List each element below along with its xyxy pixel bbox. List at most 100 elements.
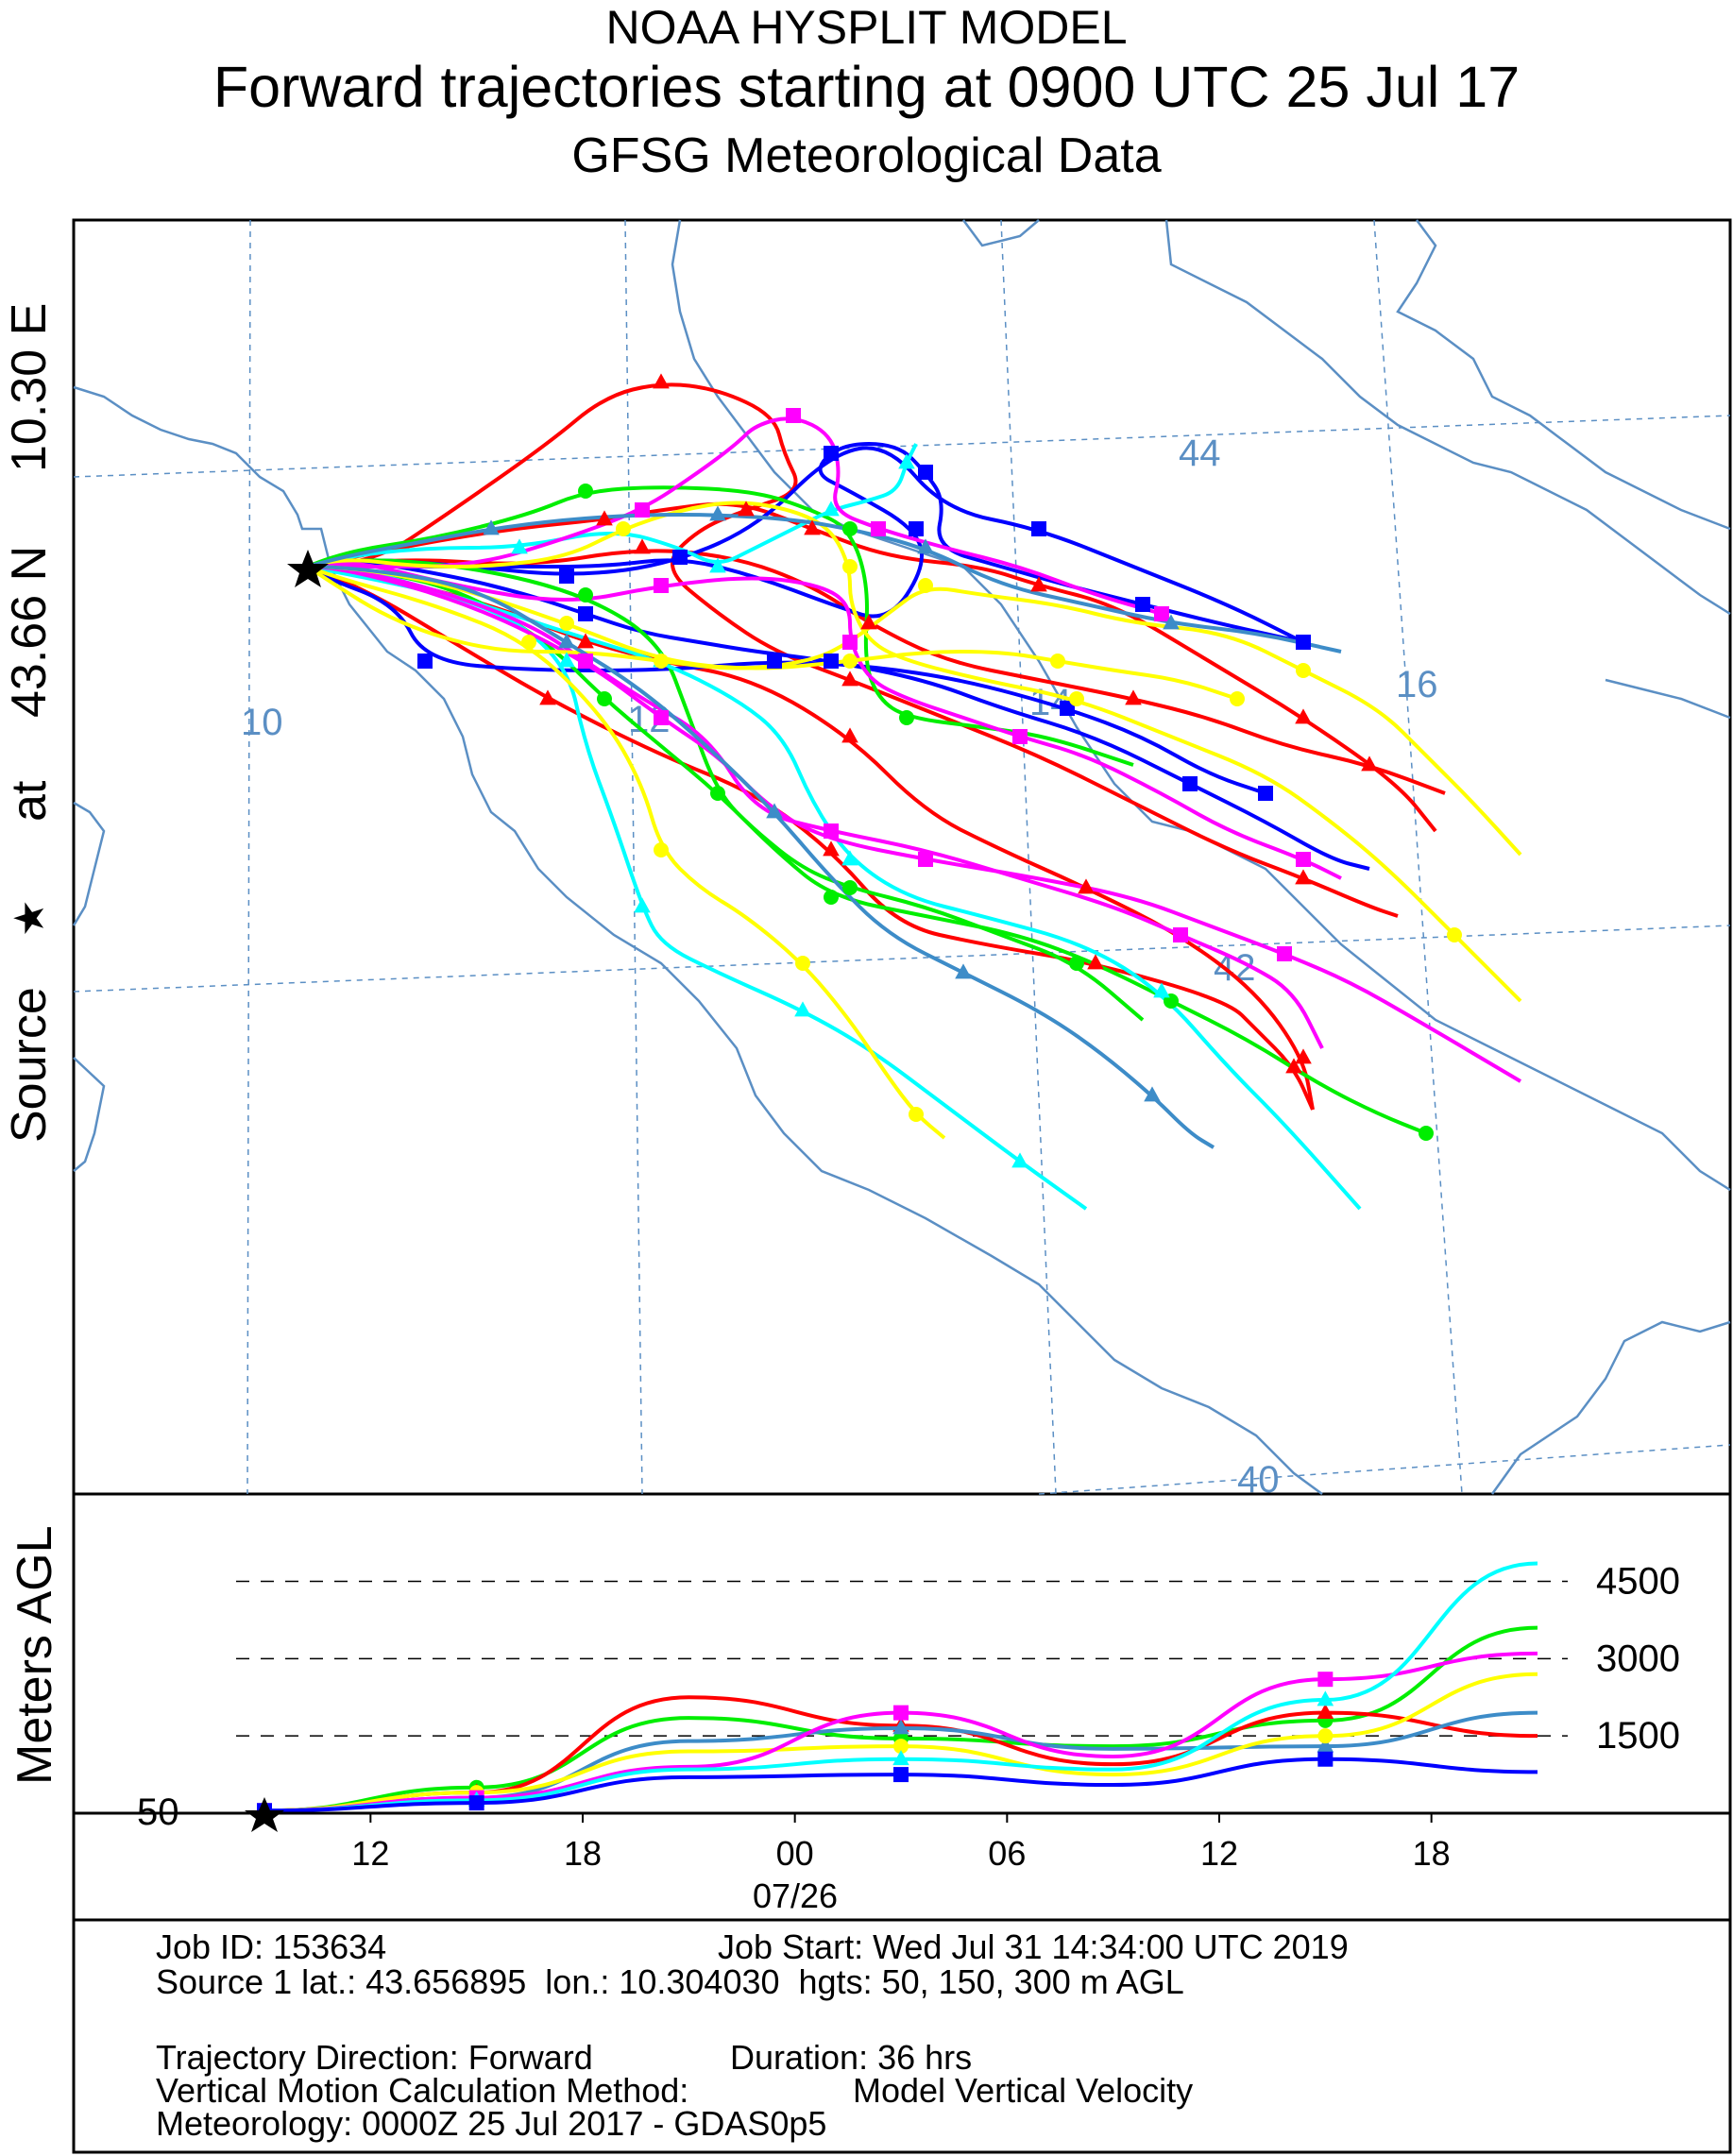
trajectory-marker-10-3 [578, 587, 593, 603]
trajectory-marker-0-10 [738, 501, 755, 517]
trajectory-marker-21-9 [1050, 654, 1065, 669]
height-point-2-3 [892, 1719, 909, 1735]
trajectory-marker-6-9 [1060, 701, 1075, 716]
trajectory-path-20 [307, 565, 946, 1140]
time-tick-label-4: 12 [1200, 1834, 1238, 1873]
trajectory-marker-12-3 [558, 652, 575, 668]
duration: Duration: 36 hrs [730, 2038, 973, 2077]
trajectory-marker-6-12 [1258, 786, 1273, 801]
trajectory-path-5 [307, 441, 1304, 644]
trajectory-marker-7-8 [824, 654, 839, 669]
trajectory-marker-2-6 [860, 614, 877, 630]
source-details: Source 1 lat.: 43.656895 lon.: 10.304030… [156, 1962, 1184, 2001]
trajectory-marker-24-3 [558, 633, 575, 649]
trajectory-path-19 [306, 565, 1522, 857]
trajectory-marker-15-12 [1173, 927, 1188, 942]
trajectory-marker-23-12 [1163, 614, 1180, 630]
time-tick-label-5: 18 [1413, 1834, 1451, 1873]
trajectory-marker-20-12 [909, 1107, 924, 1122]
reference-label-4500: 4500 [1596, 1561, 1680, 1603]
trajectory-marker-2-3 [634, 538, 651, 554]
trajectory-marker-1-9 [1078, 878, 1095, 894]
trajectory-marker-24-12 [1144, 1086, 1161, 1102]
trajectory-marker-21-12 [1230, 691, 1245, 706]
height-panel: 4500 3000 1500 12 18 00 06 12 18 07/26 50 Meter… [8, 1525, 1730, 1915]
height-point-5-5 [1317, 1690, 1334, 1706]
source-label-lon: 10.30 E [2, 303, 57, 472]
trajectory-marker-23-9 [917, 538, 934, 554]
source-star-glyph-icon: ★ [7, 900, 53, 937]
trajectory-marker-16-8 [842, 635, 858, 650]
trajectory-path-2 [307, 549, 1446, 795]
trajectory-marker-10-12 [1069, 956, 1084, 971]
trajectory-direction: Trajectory Direction: Forward [156, 2038, 593, 2077]
height-series-line-6 [263, 1757, 1538, 1813]
source-height-star-icon [245, 1797, 284, 1832]
trajectory-marker-23-3 [483, 519, 500, 535]
trajectory-marker-22-20 [1447, 927, 1462, 942]
trajectory-marker-20-6 [654, 842, 669, 857]
trajectory-marker-5-5 [672, 550, 688, 565]
trajectory-marker-16-16 [1296, 852, 1311, 867]
trajectory-path-14 [307, 443, 918, 569]
trajectory-marker-0-5 [653, 373, 670, 389]
figure-frame [72, 218, 1732, 2154]
trajectory-marker-10-9 [842, 880, 858, 895]
trajectory-marker-8-9 [1031, 521, 1046, 536]
height-point-4-3 [893, 1705, 909, 1721]
reference-label-3000: 3000 [1596, 1638, 1680, 1679]
trajectory-marker-14-12 [898, 453, 915, 469]
trajectory-marker-17-12 [871, 521, 886, 536]
time-tick-label-3: 06 [988, 1834, 1026, 1873]
trajectory-markers [417, 373, 1462, 1168]
trajectory-marker-13-8 [841, 850, 858, 866]
trajectory-marker-11-8 [824, 890, 839, 905]
trajectory-marker-22-5 [616, 521, 631, 536]
trajectory-marker-11-16 [1419, 1126, 1434, 1141]
lon-label-10: 10 [241, 702, 283, 743]
trajectory-marker-15-4 [578, 654, 593, 669]
job-id: Job ID: 153634 [156, 1927, 387, 1966]
trajectory-marker-11-4 [597, 691, 612, 706]
trajectory-marker-13-12 [1153, 982, 1170, 998]
lon-label-16: 16 [1396, 664, 1438, 705]
trajectory-marker-1-3 [577, 633, 594, 649]
meteorology: Meteorology: 0000Z 25 Jul 2017 - GDAS0p5 [156, 2104, 827, 2143]
trajectory-marker-2-12 [1361, 755, 1378, 772]
lat-label-44: 44 [1179, 433, 1221, 474]
trajectory-marker-5-20 [1135, 597, 1150, 612]
trajectory-path-4 [307, 501, 1437, 833]
source-height-label: 50 [137, 1791, 179, 1833]
trajectory-marker-20-3 [521, 635, 536, 650]
data-source-label: GFSG Meteorological Data [571, 128, 1162, 183]
vertical-method-label: Vertical Motion Calculation Method: [156, 2071, 689, 2110]
time-tick-label-2: 00 [776, 1834, 814, 1873]
trajectory-marker-19-5 [654, 654, 669, 669]
trajectory-path-1 [307, 565, 1315, 1111]
time-tick-label-1: 18 [564, 1834, 602, 1873]
height-point-2-5 [1317, 1737, 1334, 1753]
date-label: 07/26 [753, 1876, 838, 1915]
height-point-6-1 [468, 1795, 484, 1811]
trajectory-marker-15-8 [824, 823, 839, 839]
source-label-at: at [2, 780, 57, 822]
coastline [72, 219, 1731, 1496]
trajectory-marker-7-4 [578, 606, 593, 621]
trajectory-marker-3-9 [1087, 954, 1104, 970]
trajectory-marker-10-6 [710, 786, 725, 801]
trajectory-marker-3-12 [1285, 1058, 1302, 1074]
trajectory-path-7 [307, 560, 1370, 871]
height-point-6-3 [893, 1767, 909, 1783]
trajectory-marker-12-9 [794, 1001, 811, 1017]
trajectory-marker-21-6 [842, 654, 858, 669]
height-point-1-5 [1317, 1704, 1334, 1720]
trajectory-marker-12-6 [634, 897, 651, 913]
source-label-prefix: Source [2, 987, 57, 1143]
trajectory-marker-22-10 [842, 559, 858, 574]
trajectory-marker-19-10 [918, 578, 933, 593]
trajectory-marker-8-12 [1296, 635, 1311, 650]
time-tick-label-0: 12 [351, 1834, 389, 1873]
trajectory-path-16 [307, 561, 1342, 880]
height-point-3-3 [893, 1739, 909, 1755]
trajectory-marker-4-6 [804, 519, 821, 535]
